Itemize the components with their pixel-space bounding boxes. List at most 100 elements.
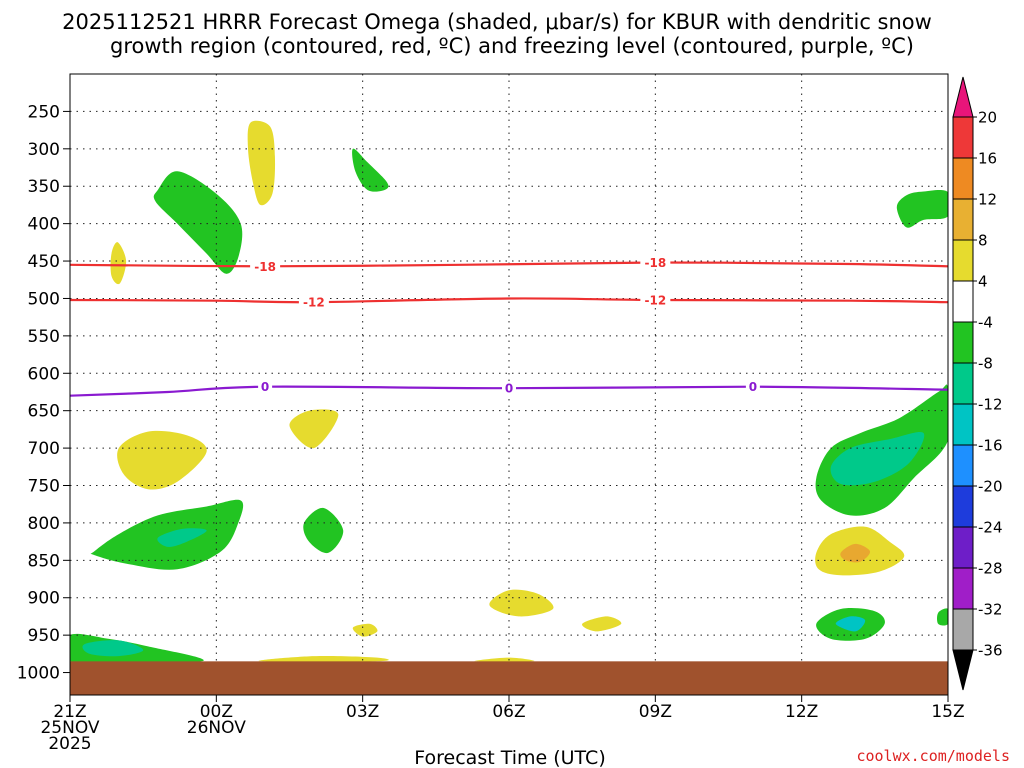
contour-line-1 <box>70 297 948 304</box>
surface-below-ground <box>70 661 948 695</box>
colorbar-band-1 <box>952 157 974 200</box>
colorbar-tick-label-13: -36 <box>978 642 1003 660</box>
omega-region-23 <box>840 543 871 563</box>
colorbar-band-4 <box>952 280 974 323</box>
colorbar-tick-label-11: -28 <box>978 560 1003 578</box>
colorbar-band-11 <box>952 567 974 610</box>
omega-region-11 <box>82 640 144 657</box>
omega-region-13 <box>247 120 276 206</box>
ytick-label-350: 350 <box>28 177 60 197</box>
omega-region-18 <box>582 616 622 632</box>
ytick-label-550: 550 <box>28 327 60 347</box>
ytick-label-650: 650 <box>28 402 60 422</box>
omega-region-9 <box>157 528 207 547</box>
omega-region-16 <box>289 409 339 449</box>
contour-label-2-0: 0 <box>261 380 269 394</box>
omega-region-22 <box>474 657 535 662</box>
contour-label-bg-0-0 <box>250 259 281 274</box>
colorbar-tick-label-4: 4 <box>978 273 988 291</box>
xtick-label-9-0: 06Z <box>492 702 525 722</box>
contour-line-0 <box>70 261 948 268</box>
colorbar-band-2 <box>952 198 974 241</box>
ytick-label-400: 400 <box>28 215 60 235</box>
contour-label-bg-1-1 <box>640 292 671 307</box>
omega-region-12 <box>835 616 866 632</box>
xtick-label-0-0: 21Z <box>53 702 86 722</box>
xtick-label-0-1: 25NOV <box>40 718 99 738</box>
xtick-label-0-2: 2025 <box>48 734 91 754</box>
contour-label-2-2: 0 <box>749 380 757 394</box>
ytick-label-850: 850 <box>28 551 60 571</box>
ytick-label-750: 750 <box>28 477 60 497</box>
ytick-label-250: 250 <box>28 102 60 122</box>
omega-shaded-regions <box>70 120 948 664</box>
colorbar-band-8 <box>952 444 974 487</box>
omega-region-10 <box>830 431 925 486</box>
contour-label-bg-1-0 <box>298 295 329 310</box>
colorbar-tick-label-0: 20 <box>978 109 997 127</box>
omega-region-17 <box>489 589 554 617</box>
temperature-contours: -18 -18 -12 -12 0 0 0 <box>70 255 948 397</box>
omega-region-7 <box>937 608 948 626</box>
omega-region-15 <box>117 430 207 490</box>
ytick-label-500: 500 <box>28 289 60 309</box>
contour-label-bg-2-0 <box>258 379 273 394</box>
ytick-label-300: 300 <box>28 140 60 160</box>
y-axis-pressure-ticks: 250 300 350 400 450 500 550 600 650 700 750 800 850 9… <box>17 102 70 684</box>
ytick-label-800: 800 <box>28 514 60 534</box>
colorbar-band-6 <box>952 362 974 405</box>
colorbar-tick-label-9: -20 <box>978 478 1003 496</box>
colorbar-tick-label-2: 12 <box>978 191 997 209</box>
omega-colorbar: 20 16 12 8 4 -4 -8 -12 -16 -20 -24 -28 -32 -36 <box>952 76 1003 691</box>
ytick-label-950: 950 <box>28 626 60 646</box>
colorbar-tick-label-5: -4 <box>978 314 993 332</box>
contour-label-0-1: -18 <box>644 256 666 270</box>
chart-title-line-2: growth region (contoured, red, ºC) and f… <box>110 34 914 58</box>
colorbar-band-10 <box>952 526 974 569</box>
contour-label-1-1: -12 <box>644 293 666 307</box>
xtick-label-18-0: 15Z <box>931 702 964 722</box>
xtick-label-12-0: 09Z <box>639 702 672 722</box>
colorbar-band-3 <box>952 239 974 282</box>
ytick-label-450: 450 <box>28 252 60 272</box>
colorbar-tick-label-3: 8 <box>978 232 988 250</box>
omega-region-0 <box>153 171 243 274</box>
colorbar-tick-label-7: -12 <box>978 396 1003 414</box>
contour-label-bg-0-1 <box>640 255 671 270</box>
contour-label-1-0: -12 <box>303 296 325 310</box>
colorbar-band-12 <box>952 608 974 651</box>
ytick-label-600: 600 <box>28 364 60 384</box>
ytick-label-900: 900 <box>28 589 60 609</box>
colorbar-tick-label-6: -8 <box>978 355 993 373</box>
colorbar-band-0 <box>952 116 974 159</box>
ytick-label-1000: 1000 <box>17 664 60 684</box>
xtick-label-15-0: 12Z <box>785 702 818 722</box>
credit-text: coolwx.com/models <box>856 747 1010 765</box>
omega-region-1 <box>352 148 389 192</box>
colorbar-tick-label-8: -16 <box>978 437 1003 455</box>
contour-line-2 <box>70 385 948 397</box>
contour-label-2-1: 0 <box>505 382 513 396</box>
chart-title-line-1: 2025112521 HRRR Forecast Omega (shaded, … <box>62 10 932 34</box>
colorbar-top-arrow <box>952 76 974 118</box>
xtick-label-6-0: 03Z <box>346 702 379 722</box>
contour-label-bg-2-1 <box>502 381 516 396</box>
ytick-label-700: 700 <box>28 439 60 459</box>
omega-region-4 <box>303 507 344 554</box>
colorbar-tick-label-1: 16 <box>978 150 997 168</box>
colorbar-band-5 <box>952 321 974 364</box>
contour-label-bg-2-2 <box>745 379 760 394</box>
omega-region-2 <box>896 190 948 228</box>
omega-region-19 <box>352 623 378 637</box>
colorbar-bottom-arrow <box>952 649 974 691</box>
colorbar-band-9 <box>952 485 974 528</box>
gridlines <box>70 74 948 662</box>
omega-region-21 <box>258 655 389 662</box>
x-axis-label: Forecast Time (UTC) <box>414 747 605 768</box>
contour-label-0-0: -18 <box>254 260 276 274</box>
omega-region-14 <box>110 242 127 285</box>
colorbar-tick-label-12: -32 <box>978 601 1003 619</box>
xtick-label-3-0: 00Z <box>200 702 233 722</box>
